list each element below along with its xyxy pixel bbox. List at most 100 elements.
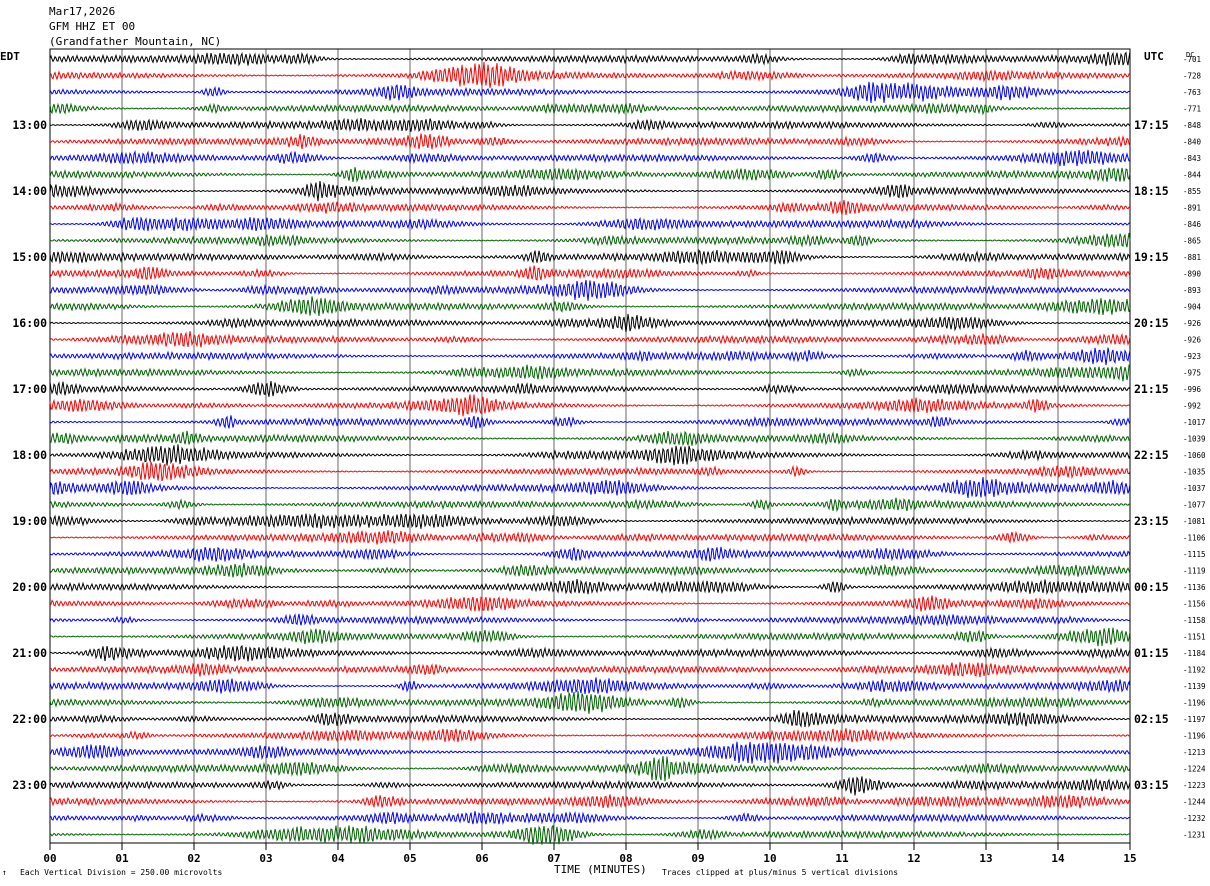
dc-offset-label: -926 bbox=[1183, 319, 1202, 328]
right-hour-label: 02:15 bbox=[1134, 712, 1169, 726]
left-hour-label: 18:00 bbox=[12, 448, 47, 462]
dc-offset-label: -1060 bbox=[1183, 451, 1206, 460]
seismic-trace bbox=[49, 232, 1131, 249]
dc-offset-label: -1196 bbox=[1183, 699, 1206, 708]
dc-offset-label: -881 bbox=[1183, 253, 1201, 262]
seismic-trace bbox=[49, 710, 1131, 729]
x-tick-label: 13 bbox=[979, 852, 992, 865]
dc-offset-label: -1158 bbox=[1183, 616, 1206, 625]
dc-offset-label: -865 bbox=[1183, 237, 1201, 246]
dc-offset-label: -844 bbox=[1183, 171, 1202, 180]
seismic-trace bbox=[49, 249, 1131, 266]
x-tick-label: 12 bbox=[907, 852, 920, 865]
dc-offset-label: -890 bbox=[1183, 270, 1202, 279]
dc-offset-label: -1037 bbox=[1183, 484, 1206, 493]
dc-offset-label: -1231 bbox=[1183, 831, 1206, 840]
left-hour-label: 13:00 bbox=[12, 118, 47, 132]
seismic-trace bbox=[49, 512, 1131, 529]
dc-offset-label: -1106 bbox=[1183, 534, 1206, 543]
seismic-trace bbox=[49, 381, 1131, 397]
right-hour-label: 21:15 bbox=[1134, 382, 1169, 396]
dc-offset-label: -1039 bbox=[1183, 435, 1206, 444]
dc-offset-label: -1115 bbox=[1183, 550, 1206, 559]
dc-offset-label: -1232 bbox=[1183, 814, 1206, 823]
seismic-trace bbox=[49, 81, 1131, 103]
x-tick-label: 10 bbox=[763, 852, 776, 865]
dc-offset-label: -1213 bbox=[1183, 748, 1206, 757]
x-axis-label: TIME (MINUTES) bbox=[554, 863, 647, 876]
dc-offset-label: -1017 bbox=[1183, 418, 1206, 427]
seismic-trace bbox=[49, 595, 1131, 612]
seismic-trace bbox=[49, 265, 1131, 281]
dc-offset-label: -1196 bbox=[1183, 732, 1206, 741]
seismic-trace bbox=[49, 776, 1131, 796]
left-hour-label: 23:00 bbox=[12, 778, 47, 792]
seismic-trace bbox=[49, 62, 1131, 89]
dc-offset-label: -1139 bbox=[1183, 682, 1206, 691]
seismic-trace bbox=[49, 741, 1131, 764]
seismic-trace bbox=[49, 117, 1131, 133]
right-hour-label: 18:15 bbox=[1134, 184, 1169, 198]
dc-offset-label: -1184 bbox=[1183, 649, 1206, 658]
x-tick-label: 08 bbox=[619, 852, 632, 865]
dc-offset-label: -728 bbox=[1183, 72, 1202, 81]
seismic-trace bbox=[49, 824, 1131, 845]
seismic-trace bbox=[49, 562, 1131, 578]
x-tick-label: 07 bbox=[547, 852, 560, 865]
left-hour-label: 20:00 bbox=[12, 580, 47, 594]
seismic-trace bbox=[49, 530, 1131, 545]
seismic-trace bbox=[49, 101, 1131, 116]
clip-note: Traces clipped at plus/minus 5 vertical … bbox=[662, 868, 899, 877]
right-hour-label: 00:15 bbox=[1134, 580, 1169, 594]
seismic-trace bbox=[49, 677, 1131, 695]
seismic-trace bbox=[49, 296, 1131, 316]
dc-offset-label: -1223 bbox=[1183, 781, 1206, 790]
dc-offset-label: -840 bbox=[1183, 138, 1202, 147]
left-hour-label: 16:00 bbox=[12, 316, 47, 330]
right-hour-label: 19:15 bbox=[1134, 250, 1169, 264]
seismic-trace bbox=[49, 313, 1131, 333]
seismic-trace bbox=[49, 579, 1131, 595]
x-tick-label: 02 bbox=[187, 852, 200, 865]
seismic-trace bbox=[49, 279, 1131, 301]
left-hour-label: 19:00 bbox=[12, 514, 47, 528]
dc-offset-label: -846 bbox=[1183, 220, 1202, 229]
right-hour-label: 03:15 bbox=[1134, 778, 1169, 792]
seismic-trace bbox=[49, 728, 1131, 743]
x-tick-label: 01 bbox=[115, 852, 129, 865]
seismic-trace bbox=[49, 199, 1131, 216]
seismic-trace bbox=[49, 477, 1131, 499]
dc-offset-label: -701 bbox=[1183, 55, 1201, 64]
right-hour-label: 01:15 bbox=[1134, 646, 1169, 660]
seismic-trace bbox=[49, 133, 1131, 150]
seismic-trace bbox=[49, 167, 1131, 183]
seismic-trace bbox=[49, 149, 1131, 167]
plot-frame bbox=[49, 48, 1131, 844]
x-tick-label: 00 bbox=[43, 852, 56, 865]
corner-mark: ↑ bbox=[2, 868, 7, 877]
dc-offset-label: -893 bbox=[1183, 286, 1201, 295]
scale-note: Each Vertical Division = 250.00 microvol… bbox=[20, 868, 223, 877]
seismic-trace bbox=[49, 394, 1131, 417]
seismic-trace bbox=[49, 364, 1131, 382]
dc-offset-label: -843 bbox=[1183, 154, 1201, 163]
seismic-trace bbox=[49, 546, 1131, 562]
x-tick-label: 15 bbox=[1123, 852, 1136, 865]
dc-offset-label: -1197 bbox=[1183, 715, 1206, 724]
seismic-trace bbox=[49, 347, 1131, 366]
dc-offset-label: -1192 bbox=[1183, 666, 1206, 675]
dc-offset-label: -1119 bbox=[1183, 567, 1206, 576]
left-hour-label: 14:00 bbox=[12, 184, 47, 198]
x-tick-label: 03 bbox=[259, 852, 272, 865]
seismic-trace bbox=[49, 216, 1131, 232]
dc-offset-label: -891 bbox=[1183, 204, 1201, 213]
header-station: GFM HHZ ET 00 bbox=[49, 20, 136, 33]
right-hour-label: 22:15 bbox=[1134, 448, 1169, 462]
seismic-trace bbox=[49, 331, 1131, 348]
dc-offset-label: -848 bbox=[1183, 121, 1202, 130]
seismic-trace bbox=[49, 662, 1131, 678]
seismic-trace bbox=[49, 444, 1131, 466]
dc-offset-label: -996 bbox=[1183, 385, 1202, 394]
dc-offset-label: -975 bbox=[1183, 369, 1201, 378]
